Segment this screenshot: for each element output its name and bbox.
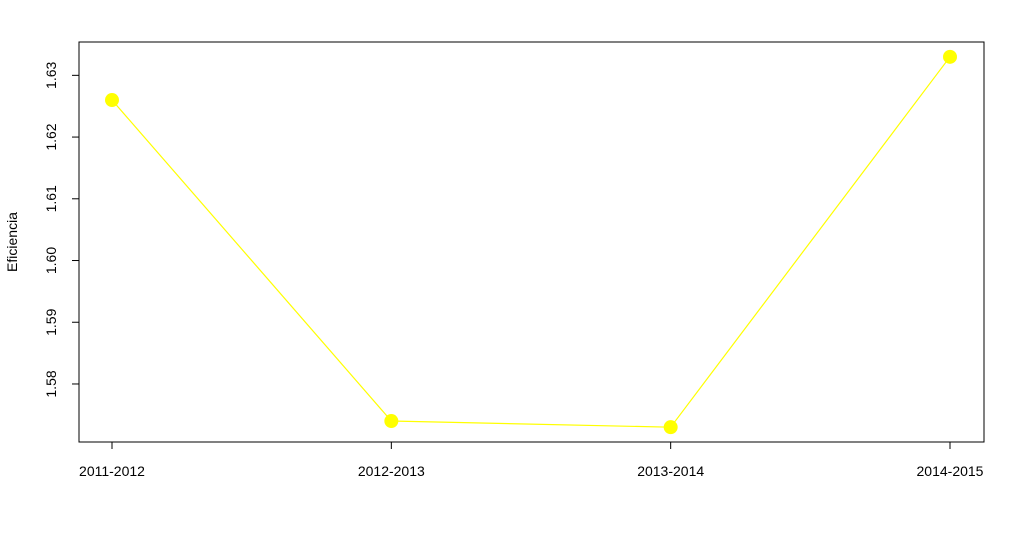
plot-frame <box>78 41 985 443</box>
data-point <box>105 93 119 108</box>
y-tick-label: 1.59 <box>43 308 59 335</box>
y-axis-label: Eficiencia <box>4 212 20 272</box>
y-tick-label: 1.62 <box>43 123 59 150</box>
data-point <box>943 49 957 64</box>
x-tick-label: 2011-2012 <box>79 463 145 479</box>
series-layer <box>105 49 957 435</box>
data-point <box>663 420 678 435</box>
y-tick-label: 1.61 <box>43 185 59 212</box>
data-point <box>384 414 399 429</box>
series-line <box>111 56 951 428</box>
y-tick-label: 1.58 <box>43 370 59 397</box>
x-tick-label: 2014-2015 <box>917 463 984 479</box>
x-axis: 2011-2012 2012-2013 2013-2014 2014-2015 <box>79 441 984 479</box>
x-tick-label: 2012-2013 <box>358 463 425 479</box>
y-tick-label: 1.60 <box>43 247 59 274</box>
y-tick-label: 1.63 <box>43 61 59 88</box>
x-tick-label: 2013-2014 <box>637 463 704 479</box>
y-axis: 1.58 1.59 1.60 1.61 1.62 1.63 <box>43 61 80 398</box>
